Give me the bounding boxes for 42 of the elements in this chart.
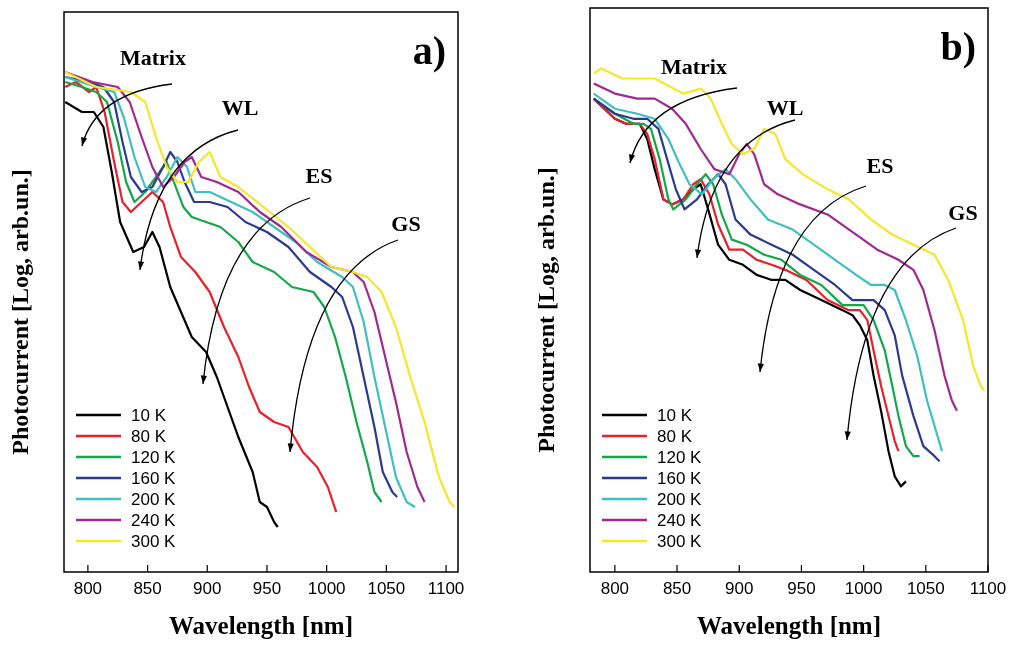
annotation: b)	[940, 24, 976, 69]
x-tick-label: 1000	[307, 579, 346, 598]
x-tick-label: 950	[252, 579, 282, 598]
text: Matrix	[120, 45, 186, 70]
x-tick-label: 800	[600, 579, 630, 598]
legend-label: 160 K	[131, 469, 177, 488]
legend-label: 120 K	[657, 448, 703, 467]
legend-label: 240 K	[657, 511, 703, 530]
annotation: Matrix	[661, 54, 727, 79]
y-axis-title: Photocurrent [Log, arb.un.]	[533, 167, 559, 453]
legend-label: 300 K	[131, 532, 177, 551]
x-tick-label: 1000	[844, 579, 883, 598]
y-axis-title: Photocurrent [Log, arb.un.]	[7, 169, 33, 455]
x-tick-label: 900	[725, 579, 754, 598]
legend-label: 160 K	[657, 469, 703, 488]
x-tick-label: 850	[133, 579, 162, 598]
legend-label: 10 K	[657, 406, 693, 425]
legend-label: 300 K	[657, 532, 703, 551]
x-tick-label: 1050	[367, 579, 406, 598]
legend-label: 10 K	[131, 406, 167, 425]
x-tick-label: 800	[73, 579, 103, 598]
x-tick-label: 1100	[427, 579, 465, 598]
annotation: a)	[412, 28, 446, 73]
x-axis-title: Wavelength [nm]	[696, 612, 882, 639]
x-tick-label: 950	[787, 579, 816, 598]
annotation: WL	[766, 95, 804, 120]
x-tick-label: 900	[193, 579, 222, 598]
annotation: GS	[948, 200, 978, 225]
annotation: ES	[305, 163, 333, 188]
x-axis-title: Wavelength [nm]	[168, 612, 354, 639]
legend-label: 80 K	[131, 427, 167, 446]
x-tick-label: 1050	[906, 579, 945, 598]
annotation: WL	[221, 95, 259, 120]
annotation: ES	[866, 153, 894, 178]
legend-label: 240 K	[131, 511, 177, 530]
x-tick-label: 850	[662, 579, 692, 598]
x-tick-label: 1100	[969, 579, 1007, 598]
legend-label: 200 K	[131, 490, 177, 509]
legend-label: 80 K	[657, 427, 693, 446]
legend-label: 120 K	[131, 448, 177, 467]
annotation: GS	[391, 211, 421, 236]
legend-label: 200 K	[657, 490, 703, 509]
